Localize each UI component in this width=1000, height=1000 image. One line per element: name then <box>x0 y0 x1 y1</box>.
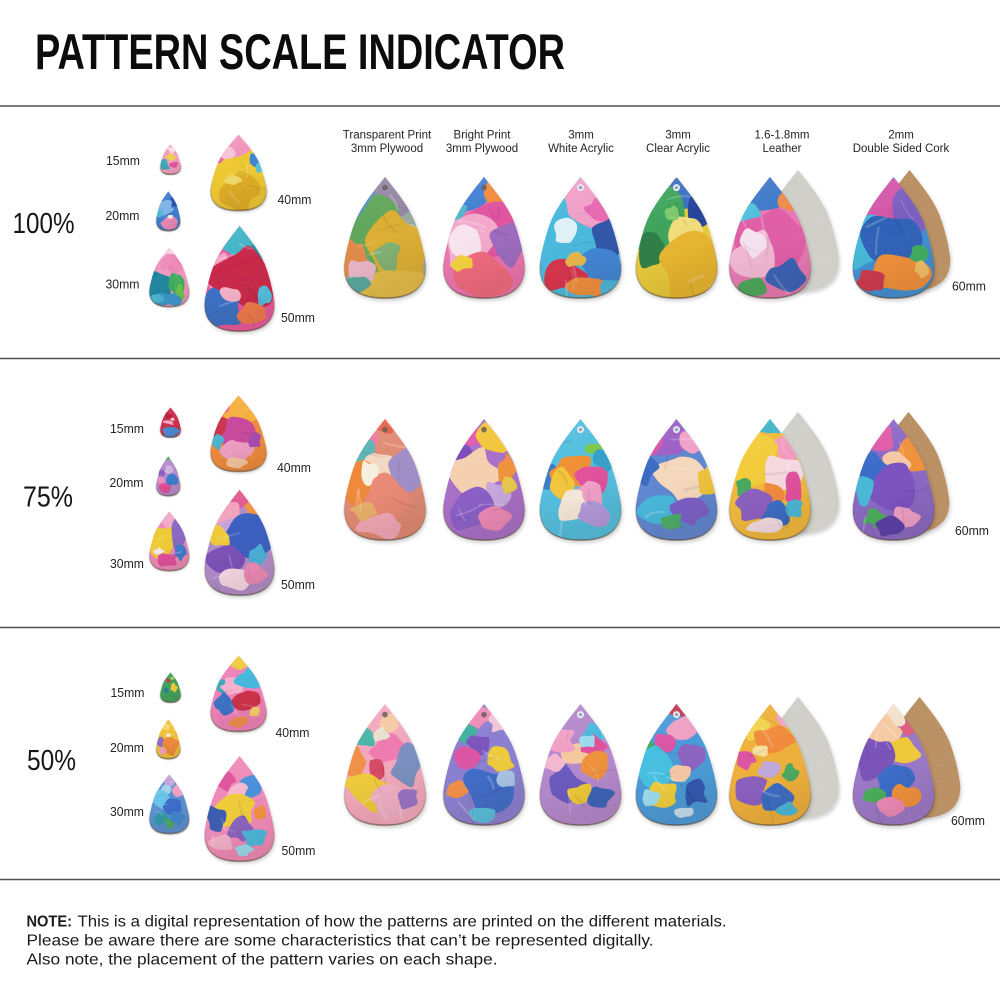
svg-text:30mm: 30mm <box>110 805 144 819</box>
svg-text:30mm: 30mm <box>106 278 140 292</box>
svg-text:40mm: 40mm <box>278 193 312 207</box>
svg-text:Please be aware there are some: Please be aware there are some character… <box>27 933 654 950</box>
svg-text:Double Sided Cork: Double Sided Cork <box>853 143 950 155</box>
svg-text:NOTE:: NOTE: <box>27 914 73 931</box>
svg-text:PATTERN SCALE INDICATOR: PATTERN SCALE INDICATOR <box>35 24 565 80</box>
svg-text:15mm: 15mm <box>106 154 140 168</box>
svg-text:Transparent Print: Transparent Print <box>343 130 432 142</box>
svg-text:3mm: 3mm <box>665 130 691 142</box>
svg-text:50mm: 50mm <box>281 578 315 592</box>
svg-text:50mm: 50mm <box>281 311 315 325</box>
svg-text:75%: 75% <box>23 482 73 514</box>
svg-text:40mm: 40mm <box>277 461 311 475</box>
svg-text:100%: 100% <box>13 208 75 240</box>
svg-text:3mm: 3mm <box>568 130 594 142</box>
svg-text:20mm: 20mm <box>106 209 140 223</box>
svg-text:60mm: 60mm <box>955 524 989 538</box>
svg-text:60mm: 60mm <box>951 814 985 828</box>
svg-text:50%: 50% <box>27 745 76 777</box>
svg-text:Bright Print: Bright Print <box>454 130 512 142</box>
svg-text:40mm: 40mm <box>276 726 310 740</box>
svg-text:20mm: 20mm <box>110 476 144 490</box>
svg-text:30mm: 30mm <box>110 557 144 571</box>
svg-text:60mm: 60mm <box>952 280 986 294</box>
svg-text:3mm Plywood: 3mm Plywood <box>351 143 423 155</box>
svg-text:3mm Plywood: 3mm Plywood <box>446 143 518 155</box>
svg-text:This is a digital representati: This is a digital representation of how … <box>78 914 727 931</box>
svg-text:Clear Acrylic: Clear Acrylic <box>646 143 710 155</box>
svg-text:White Acrylic: White Acrylic <box>548 143 614 155</box>
svg-text:20mm: 20mm <box>110 741 144 755</box>
svg-text:1.6-1.8mm: 1.6-1.8mm <box>755 130 810 142</box>
svg-text:15mm: 15mm <box>111 686 145 700</box>
svg-text:2mm: 2mm <box>888 130 914 142</box>
svg-text:50mm: 50mm <box>282 844 316 858</box>
svg-text:Also note, the placement of th: Also note, the placement of the pattern … <box>27 952 498 969</box>
svg-text:Leather: Leather <box>762 143 801 155</box>
svg-text:15mm: 15mm <box>110 422 144 436</box>
